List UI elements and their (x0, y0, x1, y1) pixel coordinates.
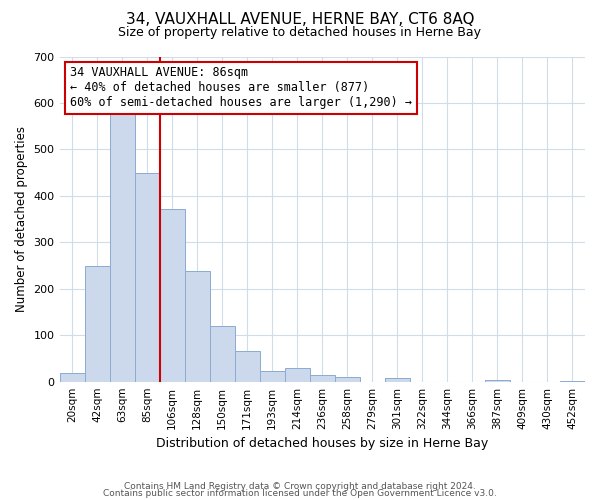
Bar (209, 326, 235, 382)
Bar (160, 210, 185, 382)
Text: Contains HM Land Registry data © Crown copyright and database right 2024.: Contains HM Land Registry data © Crown c… (124, 482, 476, 491)
Text: Size of property relative to detached houses in Herne Bay: Size of property relative to detached ho… (119, 26, 482, 39)
Text: 34, VAUXHALL AVENUE, HERNE BAY, CT6 8AQ: 34, VAUXHALL AVENUE, HERNE BAY, CT6 8AQ (126, 12, 474, 28)
Bar (335, 377, 360, 382)
Bar (285, 368, 310, 382)
Bar (59, 374, 85, 382)
Text: 34 VAUXHALL AVENUE: 86sqm
← 40% of detached houses are smaller (877)
60% of semi: 34 VAUXHALL AVENUE: 86sqm ← 40% of detac… (70, 66, 412, 110)
Bar (235, 350, 260, 382)
Bar (85, 266, 110, 382)
Y-axis label: Number of detached properties: Number of detached properties (15, 126, 28, 312)
Text: Contains public sector information licensed under the Open Government Licence v3: Contains public sector information licen… (103, 490, 497, 498)
Bar (485, 380, 510, 382)
Bar (385, 378, 410, 382)
Bar (310, 375, 335, 382)
X-axis label: Distribution of detached houses by size in Herne Bay: Distribution of detached houses by size … (156, 437, 488, 450)
Bar (260, 372, 285, 382)
Bar (560, 381, 585, 382)
Bar (110, 110, 134, 382)
Bar (134, 173, 160, 382)
Bar (185, 271, 209, 382)
